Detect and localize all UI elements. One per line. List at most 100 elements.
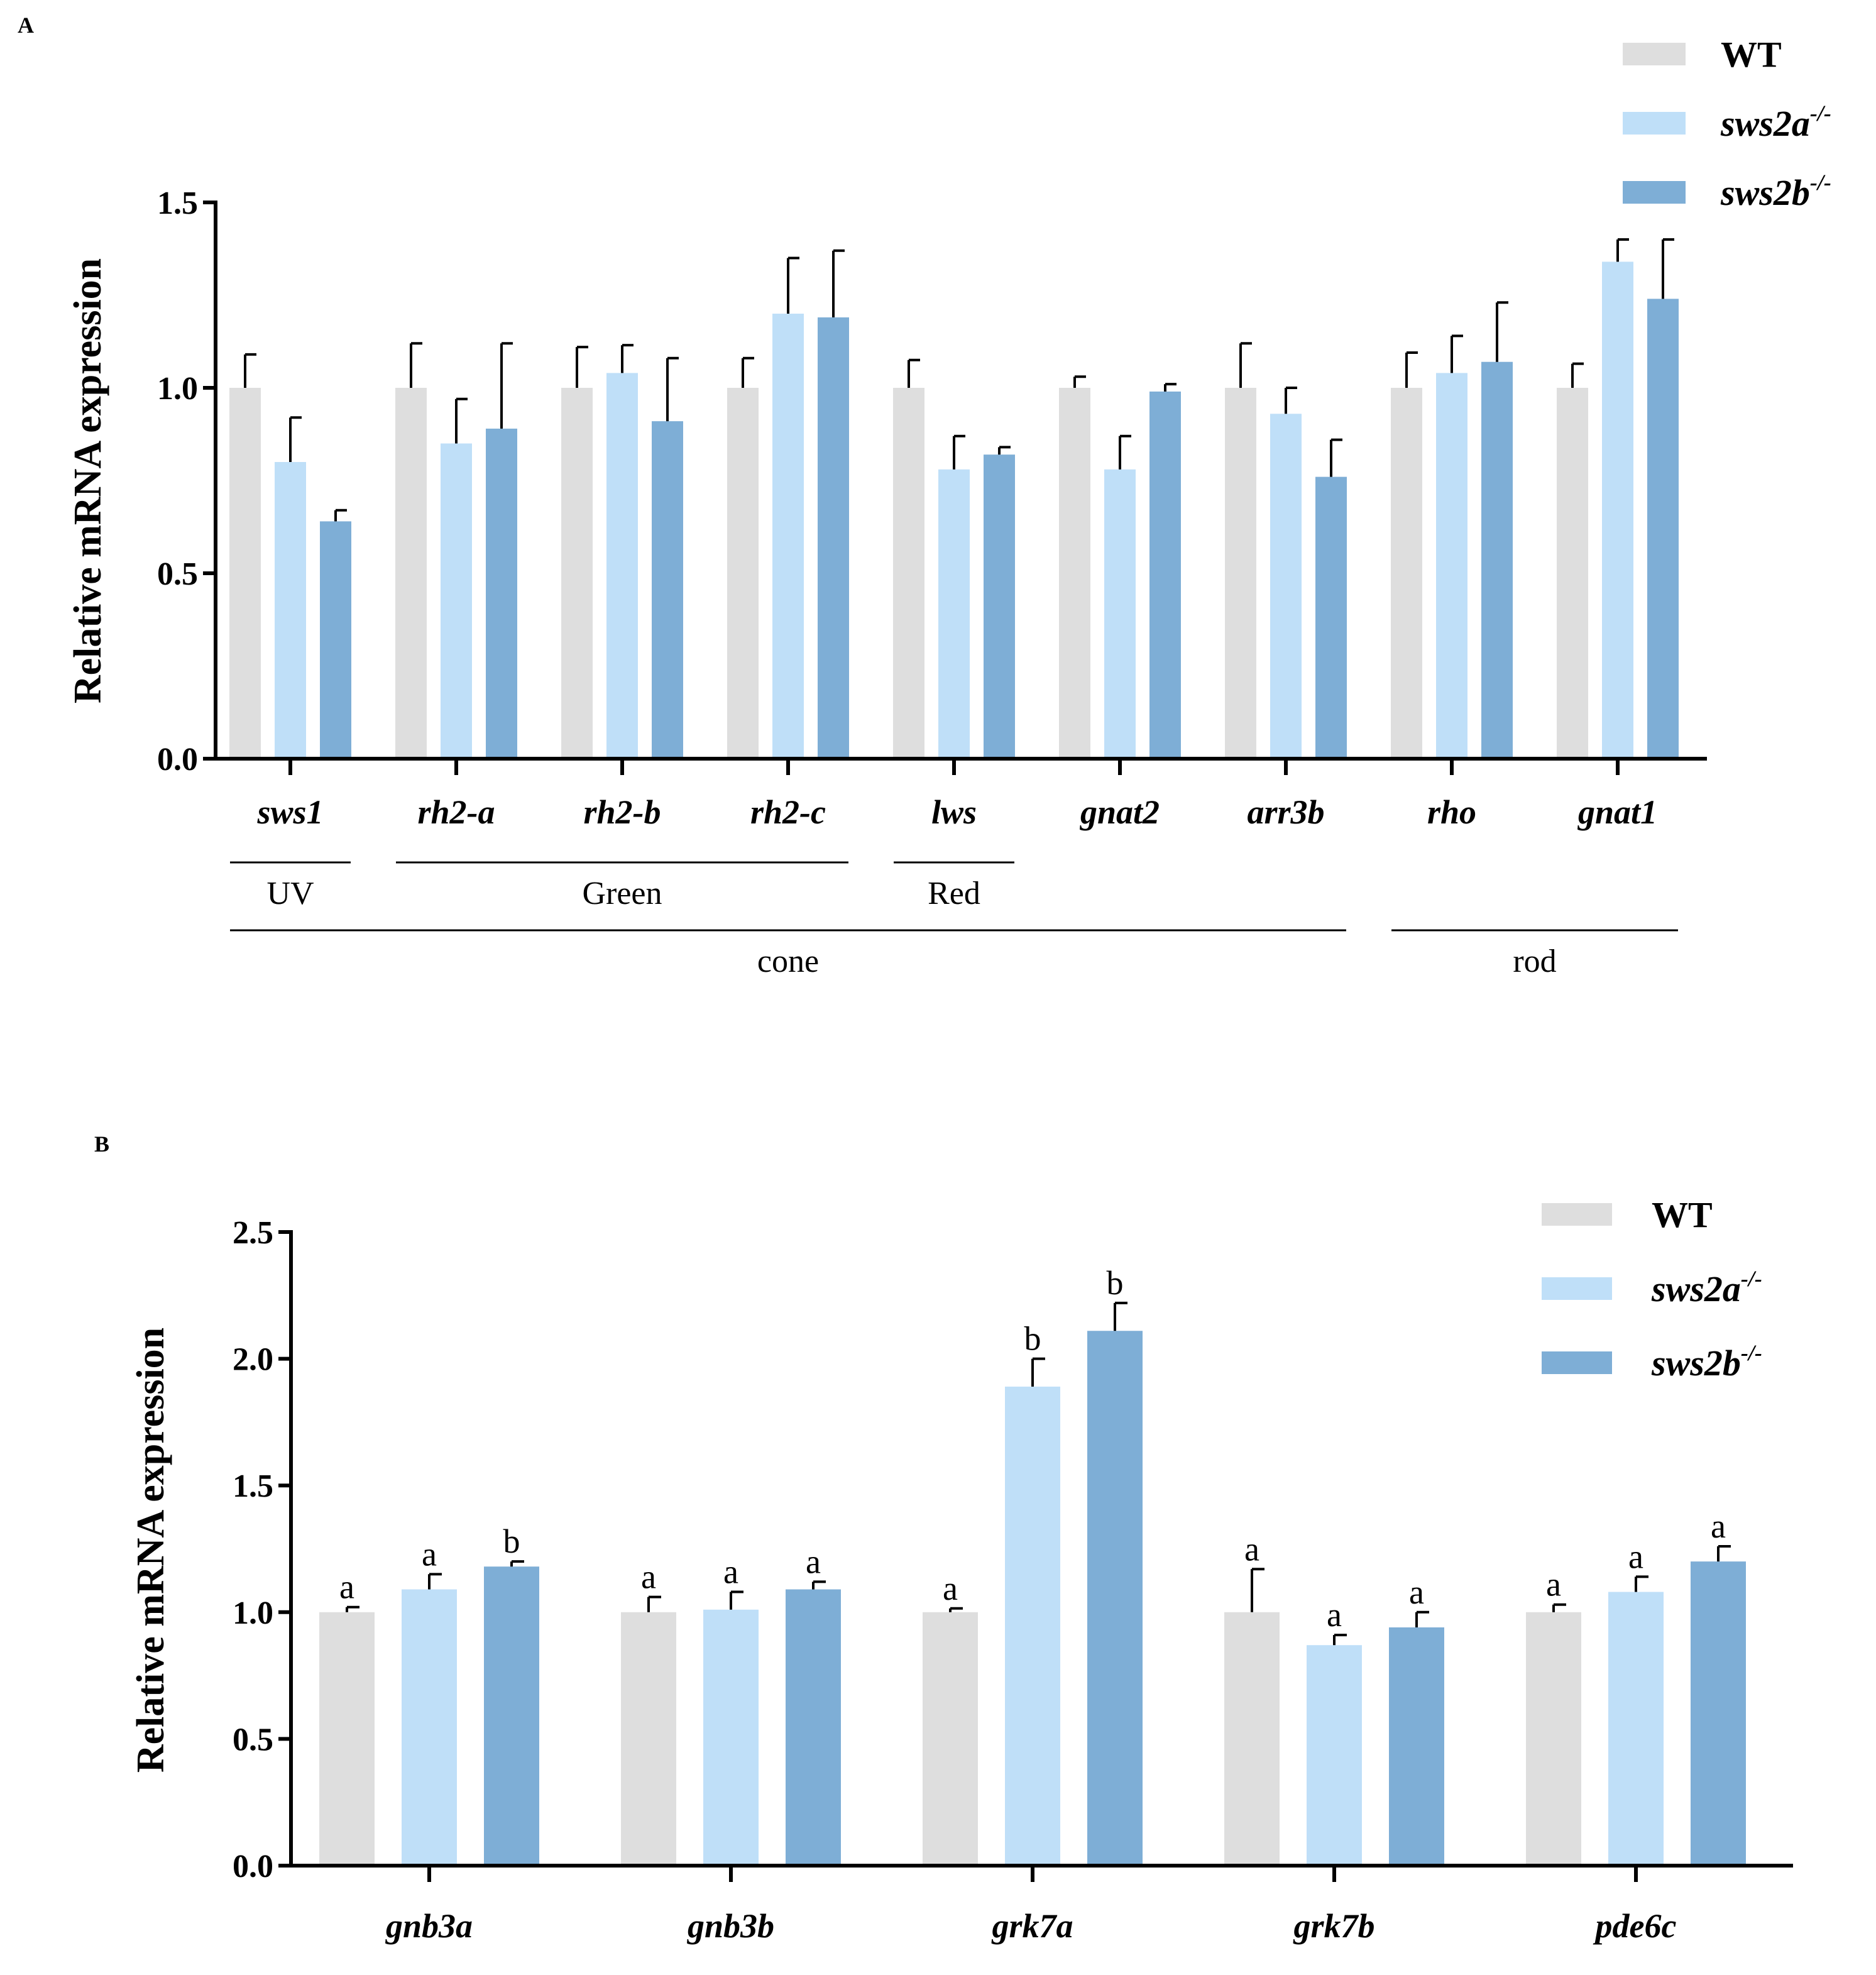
panel-b-significance-letter: a <box>943 1570 958 1607</box>
panel-b-y-tick-label: 2.5 <box>233 1215 273 1251</box>
panel-a-bar-gnat2-sws2a <box>1104 469 1136 759</box>
panel-a-y-tick-label: 1.0 <box>157 371 198 407</box>
panel-a-bar-sws1-sws2a <box>275 462 306 759</box>
panel-b-significance-letter: a <box>1244 1530 1259 1568</box>
panel-a-bar-rh2-a-sws2a <box>441 443 472 759</box>
panel-a-x-tick-label-rh2-a: rh2-a <box>417 793 495 831</box>
panel-a-bar-gnat2-wt <box>1059 388 1090 759</box>
panel-b-bar-gnb3b-sws2a <box>703 1609 759 1866</box>
panel-a-bar-lws-sws2a <box>938 469 970 759</box>
panel-a-bar-rho-wt <box>1391 388 1422 759</box>
panel-b-significance-letter: a <box>1327 1596 1342 1634</box>
panel-a-bar-sws1-wt <box>229 388 261 759</box>
panel-b-legend-swatch-sws2a <box>1542 1277 1612 1300</box>
panel-a-bar-rho-sws2a <box>1436 373 1467 759</box>
panel-b-significance-letter: a <box>1546 1566 1561 1604</box>
panel-a-bar-sws1-sws2b <box>320 521 351 759</box>
panel-b-y-tick-label: 0.0 <box>233 1849 273 1884</box>
panel-b-label: B <box>94 1131 109 1157</box>
panel-b-legend-label-sws2b: sws2b-/- <box>1651 1340 1762 1384</box>
panel-b-bar-pde6c-sws2b <box>1691 1561 1746 1866</box>
panel-b-y-tick-label: 1.0 <box>233 1595 273 1631</box>
panel-b-significance-letter: a <box>723 1553 738 1591</box>
panel-b-y-tick-label: 2.0 <box>233 1342 273 1378</box>
panel-a-bar-rh2-b-sws2b <box>652 421 683 759</box>
panel-b-legend-swatch-wt <box>1542 1203 1612 1226</box>
panel-a-group-label-uv: UV <box>266 876 314 911</box>
panel-b-significance-letter: b <box>1107 1264 1124 1302</box>
panel-b-legend: WT sws2a-/- sws2b-/- <box>1542 1194 1762 1384</box>
panel-a-group-label-rod: rod <box>1513 943 1556 979</box>
panel-a-bar-gnat1-wt <box>1557 388 1588 759</box>
panel-a-y-axis-label: Relative mRNA expression <box>67 258 109 703</box>
panel-a-legend-label-sws2a: sws2a-/- <box>1720 101 1831 144</box>
panel-b-x-tick-label-pde6c: pde6c <box>1593 1907 1677 1945</box>
panel-b-bar-gnb3b-wt <box>621 1612 676 1866</box>
panel-a-legend: WT sws2a-/- sws2b-/- <box>1623 34 1831 213</box>
panel-a-bar-rh2-a-wt <box>395 388 427 759</box>
panel-b-significance-letter: a <box>339 1568 354 1606</box>
panel-a-x-tick-label-arr3b: arr3b <box>1247 793 1324 831</box>
panel-a-group-label-cone: cone <box>757 943 819 979</box>
panel-a-legend-swatch-wt <box>1623 43 1686 65</box>
panel-a-group-label-green: Green <box>582 876 662 911</box>
panel-b-bar-grk7a-sws2b <box>1087 1331 1143 1866</box>
panel-a-legend-label-sws2b: sws2b-/- <box>1720 170 1831 213</box>
panel-a-legend-swatch-sws2b <box>1623 181 1686 204</box>
panel-a-legend-swatch-sws2a <box>1623 112 1686 135</box>
panel-b-legend-swatch-sws2b <box>1542 1351 1612 1374</box>
panel-b-y-axis-label: Relative mRNA expression <box>129 1328 172 1773</box>
panel-a-x-tick-label-lws: lws <box>931 793 977 831</box>
panel-a-y-tick-label: 0.0 <box>157 742 198 778</box>
panel-b-bar-grk7b-wt <box>1224 1612 1280 1866</box>
panel-b-bar-grk7b-sws2a <box>1307 1645 1362 1866</box>
panel-b-y-tick-label: 1.5 <box>233 1468 273 1504</box>
panel-a-legend-label-wt: WT <box>1721 34 1782 75</box>
panel-b-significance-letter: a <box>641 1558 656 1596</box>
panel-b-significance-letter: b <box>503 1522 520 1560</box>
panel-a-bar-lws-wt <box>893 388 924 759</box>
panel-a-bar-rh2-c-sws2a <box>772 314 804 759</box>
panel-b-significance-letter: a <box>1711 1507 1726 1545</box>
panel-a-y-tick-label: 0.5 <box>157 556 198 592</box>
panel-a-x-tick-label-sws1: sws1 <box>256 793 323 831</box>
panel-b-bar-grk7b-sws2b <box>1389 1627 1444 1866</box>
panel-b-bar-gnb3b-sws2b <box>786 1589 841 1866</box>
panel-b-significance-letter: a <box>422 1535 437 1573</box>
panel-a-bar-rho-sws2b <box>1481 361 1513 759</box>
panel-b-bar-gnb3a-sws2a <box>402 1589 457 1866</box>
panel-b-x-tick-label-grk7b: grk7b <box>1293 1907 1374 1945</box>
panel-a-y-tick-label: 1.5 <box>157 185 198 221</box>
panel-a-group-label-red: Red <box>928 876 980 911</box>
panel-a-bar-arr3b-sws2a <box>1270 414 1302 759</box>
panel-a-bar-arr3b-sws2b <box>1315 476 1347 759</box>
panel-b-x-tick-label-gnb3b: gnb3b <box>687 1907 774 1945</box>
panel-b-bar-gnb3a-wt <box>319 1612 375 1866</box>
panel-b-significance-letter: a <box>1409 1573 1424 1611</box>
panel-b-y-tick-label: 0.5 <box>233 1722 273 1758</box>
panel-a-x-tick-label-rh2-c: rh2-c <box>750 793 826 831</box>
panel-b-bar-gnb3a-sws2b <box>484 1566 539 1866</box>
panel-a-x-tick-label-rh2-b: rh2-b <box>583 793 661 831</box>
panel-b-x-tick-label-grk7a: grk7a <box>991 1907 1073 1945</box>
panel-b-legend-label-sws2a: sws2a-/- <box>1651 1266 1762 1309</box>
panel-a-bar-rh2-c-wt <box>727 388 759 759</box>
panel-a-bar-gnat1-sws2b <box>1647 299 1679 759</box>
panel-b-legend-label-wt: WT <box>1652 1194 1713 1235</box>
panel-a-bar-rh2-b-sws2a <box>606 373 638 759</box>
panel-a-label: A <box>18 13 34 38</box>
panel-b-bar-pde6c-sws2a <box>1608 1592 1664 1866</box>
panel-a-bar-lws-sws2b <box>984 454 1015 759</box>
panel-b-chart: B Relative mRNA expression WT sws2a-/- sws… <box>94 1131 1793 1945</box>
panel-b-bar-grk7a-wt <box>923 1612 978 1866</box>
panel-a-bar-gnat2-sws2b <box>1149 391 1181 759</box>
panel-b-significance-letter: a <box>806 1543 821 1580</box>
panel-a-bar-rh2-b-wt <box>561 388 593 759</box>
panel-a-chart: A Relative mRNA expression WT sws2a-/- sws… <box>18 13 1831 979</box>
panel-a-bar-rh2-a-sws2b <box>486 428 517 759</box>
panel-b-significance-letter: a <box>1628 1538 1643 1575</box>
panel-b-significance-letter: b <box>1024 1320 1041 1358</box>
panel-a-bar-gnat1-sws2a <box>1602 261 1633 759</box>
panel-b-x-tick-label-gnb3a: gnb3a <box>385 1907 473 1945</box>
